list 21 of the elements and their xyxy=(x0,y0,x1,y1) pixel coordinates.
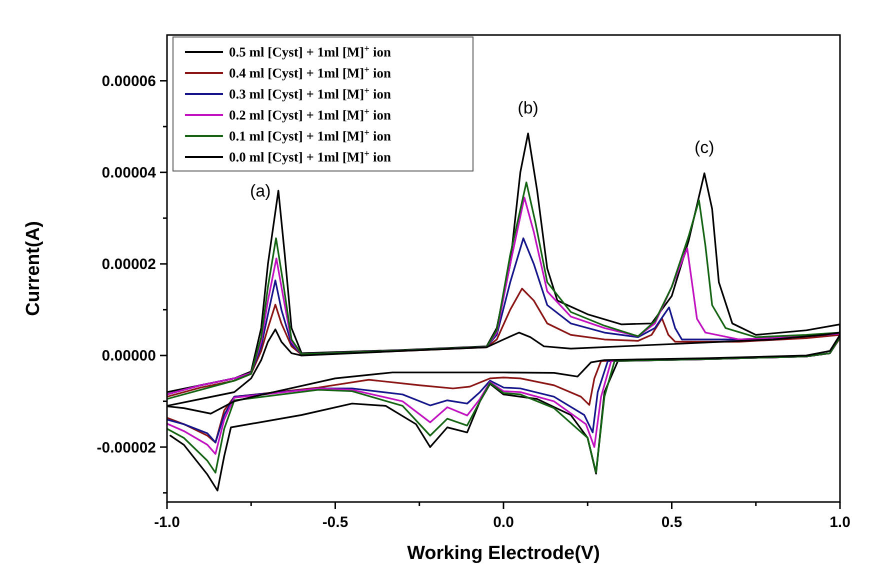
y-tick-label: 0.00004 xyxy=(102,164,157,182)
legend-label: 0.0 ml [Cyst] + 1ml [M]$^{+}$ ion xyxy=(229,150,392,165)
x-tick-label: 0.0 xyxy=(493,514,514,531)
legend-label: 0.1 ml [Cyst] + 1ml [M]$^{+}$ ion xyxy=(229,128,392,144)
y-axis-title: Current(A) xyxy=(23,221,44,316)
y-tick-label: -0.00002 xyxy=(96,439,156,456)
legend-label: 0.5 ml [Cyst] + 1ml [M]$^{+}$ ion xyxy=(229,44,392,60)
y-tick-label: 0.00000 xyxy=(102,348,156,365)
y-tick-label: 0.00002 xyxy=(102,256,156,274)
legend-label: 0.2 ml [Cyst] + 1ml [M]$^{+}$ ion xyxy=(229,108,392,123)
annotation: (b) xyxy=(518,98,538,118)
x-tick-label: 0.5 xyxy=(661,514,682,531)
x-tick-label: -1.0 xyxy=(154,514,180,531)
annotation: (a) xyxy=(250,182,271,201)
legend-label: 0.3 ml [Cyst] + 1ml [M]$^{+}$ ion xyxy=(229,86,392,102)
legend-label: 0.4 ml [Cyst] + 1ml [M]$^{+}$ ion xyxy=(229,66,392,81)
x-axis-title: Working Electrode(V) xyxy=(407,543,600,564)
x-tick-label: -0.5 xyxy=(322,514,348,531)
annotation: (c) xyxy=(694,138,714,158)
y-tick-label: 0.00006 xyxy=(102,73,156,90)
x-tick-label: 1.0 xyxy=(830,514,850,531)
